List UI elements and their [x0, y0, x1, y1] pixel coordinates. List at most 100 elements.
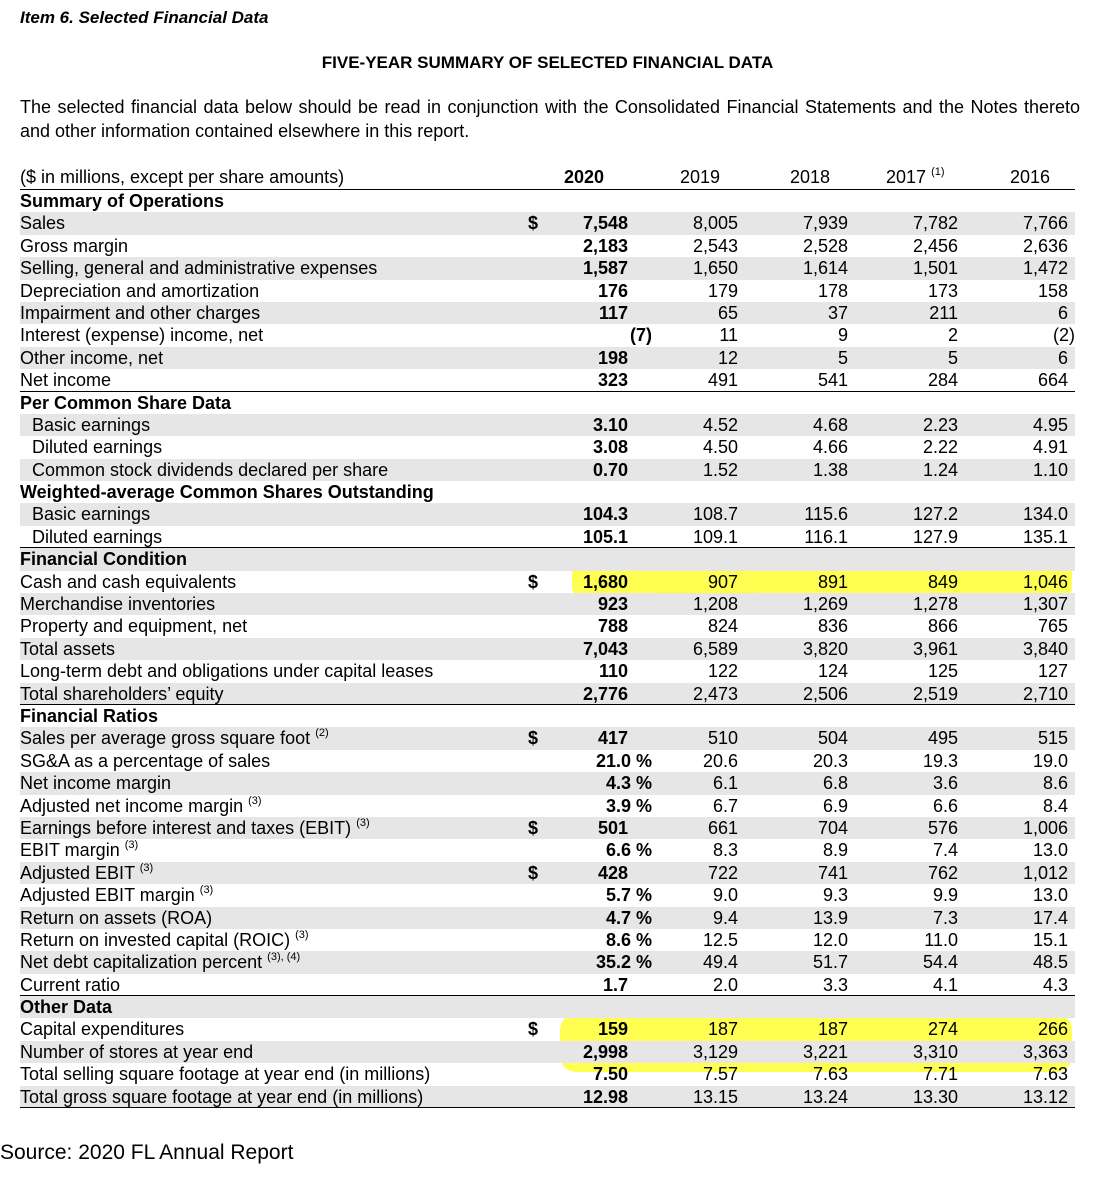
value-2019: 122	[707, 661, 738, 682]
row-label-text: Earnings before interest and taxes (EBIT…	[20, 817, 352, 838]
value-2019: 9.4	[712, 907, 738, 928]
footnote-marker: (2)	[315, 727, 329, 740]
row-label-text: Return on invested capital (ROIC)	[20, 929, 291, 950]
value-2016: 7,766	[1022, 213, 1068, 234]
value-2019: 12.5	[702, 929, 738, 950]
row-label-text: Depreciation and amortization	[20, 280, 260, 301]
value-2019: 661	[707, 817, 738, 838]
row-label-text: Number of stores at year end	[20, 1041, 254, 1062]
value-2018: 37	[827, 302, 848, 323]
value-2020: 117	[598, 302, 628, 323]
table-row: Net debt capitalization percent (3), (4)…	[0, 951, 1110, 974]
value-2019: 2.0	[712, 974, 738, 995]
row-shading	[20, 951, 1075, 974]
section-label: Weighted-average Common Shares Outstandi…	[20, 481, 434, 503]
table-row: Adjusted net income margin (3) 3.9 % 6.7 6.…	[0, 795, 1110, 817]
row-rule	[20, 1107, 1075, 1109]
value-2019: 4.52	[702, 414, 738, 435]
value-2017: 13.30	[912, 1086, 958, 1107]
value-2016: 3,363	[1022, 1041, 1068, 1062]
row-shading	[20, 548, 1075, 571]
row-shading	[20, 637, 1075, 661]
value-2016: 4.95	[1032, 414, 1068, 435]
value-2019: 6,589	[692, 638, 738, 659]
row-label: Return on assets (ROA)	[20, 907, 212, 929]
section-label: Financial Ratios	[20, 705, 158, 727]
row-rule	[20, 995, 1075, 997]
header-rule	[20, 189, 1075, 190]
value-2016: 1,006	[1022, 817, 1068, 838]
value-2017: 7.4	[932, 840, 958, 861]
value-2017: 576	[927, 817, 958, 838]
table-row: SG&A as a percentage of sales 21.0 % 20.6 2…	[0, 750, 1110, 772]
row-shading	[20, 861, 1075, 885]
row-label-text: Capital expenditures	[20, 1019, 185, 1040]
value-2020: 35.2 %	[595, 952, 652, 973]
value-2018: 6.8	[822, 773, 848, 794]
table-row: Sales per average gross square foot (2) $…	[0, 727, 1110, 750]
row-label: Total assets	[20, 638, 115, 660]
table-row: Total shareholders’ equity 2,776 2,473 2,50…	[0, 682, 1110, 705]
row-shading	[20, 906, 1075, 929]
value-2018: 51.7	[812, 952, 848, 973]
row-label: Other income, net	[20, 347, 163, 369]
value-2018: 504	[817, 728, 848, 749]
value-2018: 12.0	[812, 929, 848, 950]
value-2016: 13.12	[1022, 1086, 1068, 1107]
row-label: Gross margin	[20, 235, 128, 257]
value-2018: 1,269	[802, 594, 848, 615]
value-2018: 115.6	[804, 504, 848, 525]
row-label-text: Current ratio	[20, 974, 121, 995]
row-label-text: Financial Condition	[20, 549, 187, 570]
value-2020: 3.9 %	[605, 795, 652, 816]
row-label-text: Sales per average gross square foot	[20, 728, 311, 749]
section-header-row: Summary of Operations	[0, 190, 1110, 212]
value-2020: 4.3 %	[605, 773, 652, 794]
row-label: Selling, general and administrative expe…	[20, 257, 377, 279]
value-2019: 510	[707, 728, 738, 749]
value-2016: 1,012	[1022, 862, 1068, 883]
value-2018: 7,939	[802, 213, 848, 234]
row-label-text: Total selling square footage at year end…	[20, 1064, 431, 1085]
row-label: Net debt capitalization percent (3), (4)	[20, 951, 300, 973]
value-2020: 0.70	[592, 459, 628, 480]
value-2019: 824	[707, 616, 738, 637]
row-label: Impairment and other charges	[20, 302, 260, 324]
value-2019: 13.15	[692, 1086, 738, 1107]
row-label: Return on invested capital (ROIC) (3)	[20, 929, 309, 951]
value-2019: 6.1	[712, 773, 738, 794]
value-2020: 323	[597, 370, 628, 391]
row-label-text: Interest (expense) income, net	[20, 325, 264, 346]
table-row: Long-term debt and obligations under cap…	[0, 660, 1110, 682]
table-row: Adjusted EBIT (3) $428 722 741 762 1,012	[0, 861, 1110, 885]
header-year-2020: 2020	[563, 167, 605, 187]
footnote-marker: (3), (4)	[267, 951, 301, 964]
table-row: Earnings before interest and taxes (EBIT…	[0, 816, 1110, 840]
value-2016: (2)	[1053, 325, 1075, 346]
table-row: Basic earnings 104.3 108.7 115.6 127.2 134.0	[0, 503, 1110, 526]
value-2020: 1,680	[582, 571, 628, 592]
value-2019: 4.50	[702, 437, 738, 458]
value-2016: 1,307	[1022, 594, 1068, 615]
row-label-text: SG&A as a percentage of sales	[20, 750, 271, 771]
value-2018: 9.3	[822, 885, 848, 906]
table-row: Diluted earnings 3.08 4.50 4.66 2.22 4.91	[0, 436, 1110, 458]
value-2016: 515	[1037, 728, 1068, 749]
value-2019: 6.7	[712, 795, 738, 816]
row-label-text: Summary of Operations	[20, 191, 225, 211]
value-2019: 722	[707, 862, 738, 883]
value-2016: 135.1	[1022, 526, 1068, 547]
row-shading	[20, 593, 1075, 616]
row-label-text: Adjusted net income margin	[20, 795, 244, 816]
footnote-marker: (3)	[248, 794, 262, 807]
row-shading	[20, 996, 1075, 1019]
value-2017: 173	[927, 280, 958, 301]
header-year-2016: 2016	[1009, 167, 1051, 187]
dollar-sign: $	[528, 213, 539, 234]
value-2020: 3.08	[592, 437, 628, 458]
value-2016: 48.5	[1032, 952, 1068, 973]
value-2018: 4.66	[812, 437, 848, 458]
value-2018: 3,820	[802, 638, 848, 659]
value-2019: 65	[717, 302, 738, 323]
value-2020: 176	[597, 280, 628, 301]
